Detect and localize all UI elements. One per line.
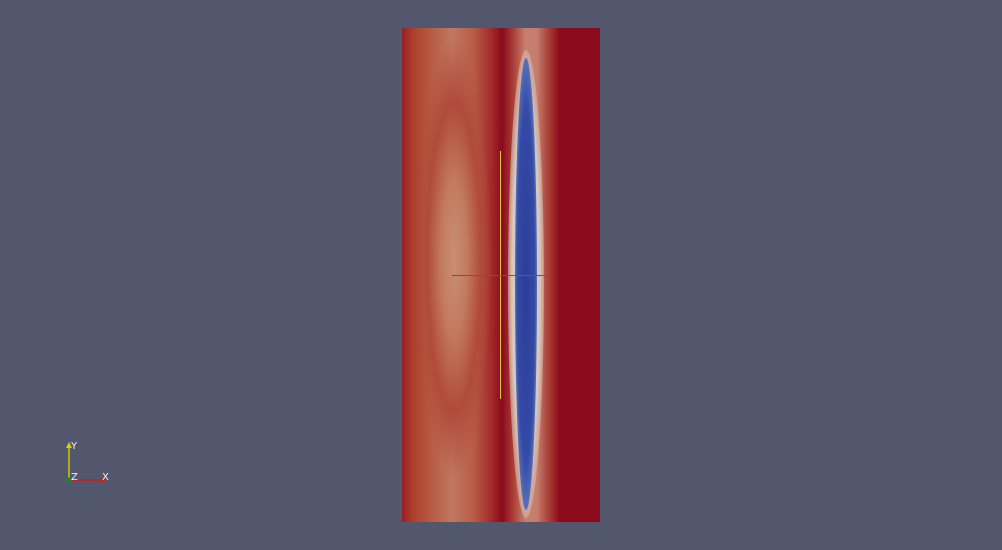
probe-line-horizontal[interactable]: [452, 275, 548, 276]
orientation-axes-icon: [66, 442, 107, 483]
y-axis-label: Y: [71, 441, 78, 452]
x-axis-label: X: [102, 472, 109, 483]
y-axis-arrowhead: [66, 442, 72, 448]
z-axis-dot: [66, 477, 72, 483]
orientation-axes-widget: Y Z X: [60, 438, 120, 490]
x-axis-arrowhead: [101, 477, 107, 483]
z-axis-label: Z: [71, 472, 78, 483]
vortex-core: [515, 58, 537, 510]
